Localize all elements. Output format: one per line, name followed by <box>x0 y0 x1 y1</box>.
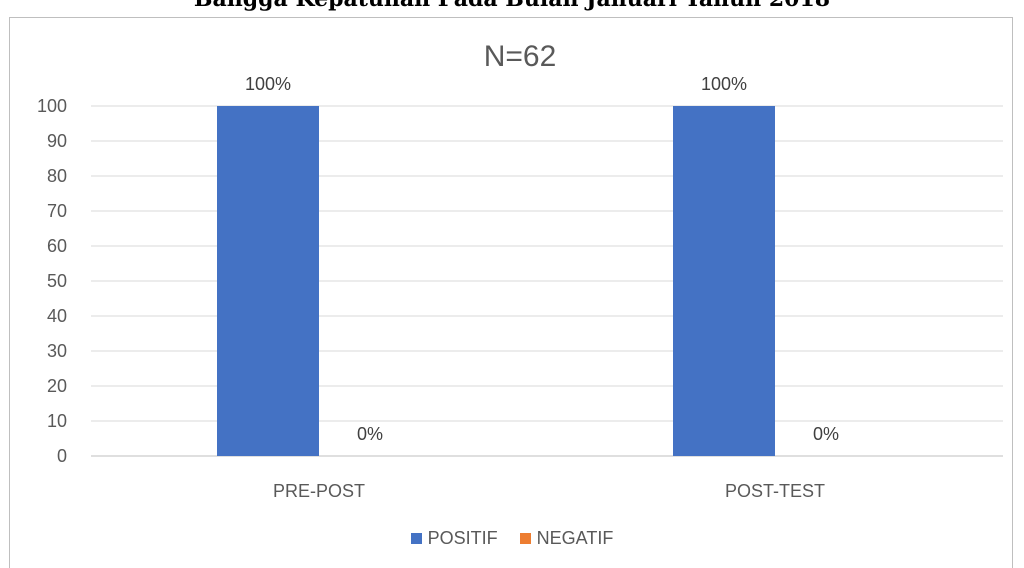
y-tick-label: 10 <box>47 411 67 431</box>
chart-title: N=62 <box>484 40 557 73</box>
data-label: 100% <box>245 74 291 94</box>
y-tick-label: 70 <box>47 201 67 221</box>
y-tick-label: 50 <box>47 271 67 291</box>
y-tick-label: 0 <box>57 446 67 466</box>
y-tick-label: 80 <box>47 166 67 186</box>
y-tick-label: 90 <box>47 131 67 151</box>
x-tick-label: PRE-POST <box>273 481 365 501</box>
y-tick-label: 30 <box>47 341 67 361</box>
y-tick-label: 100 <box>37 96 67 116</box>
legend-item-positif: POSITIF <box>410 528 498 549</box>
y-tick-label: 60 <box>47 236 67 256</box>
x-tick-label: POST-TEST <box>725 481 825 501</box>
document-heading: Bangga Kepatuhan Pada Bulan Januari Tahu… <box>0 0 1024 12</box>
legend-swatch-positif <box>410 533 422 544</box>
bar-positif-1 <box>673 106 775 456</box>
data-label: 0% <box>357 424 383 444</box>
y-tick-label: 20 <box>47 376 67 396</box>
data-label: 0% <box>813 424 839 444</box>
legend-swatch-negatif <box>519 533 531 544</box>
legend-label-positif: POSITIF <box>427 528 498 548</box>
bar-positif-0 <box>217 106 319 456</box>
y-tick-label: 40 <box>47 306 67 326</box>
legend-label-negatif: NEGATIF <box>536 528 614 548</box>
data-label: 100% <box>701 74 747 94</box>
chart-frame <box>9 17 1013 568</box>
legend-item-negatif: NEGATIF <box>519 528 614 549</box>
chart-legend: POSITIF NEGATIF <box>0 528 1024 549</box>
